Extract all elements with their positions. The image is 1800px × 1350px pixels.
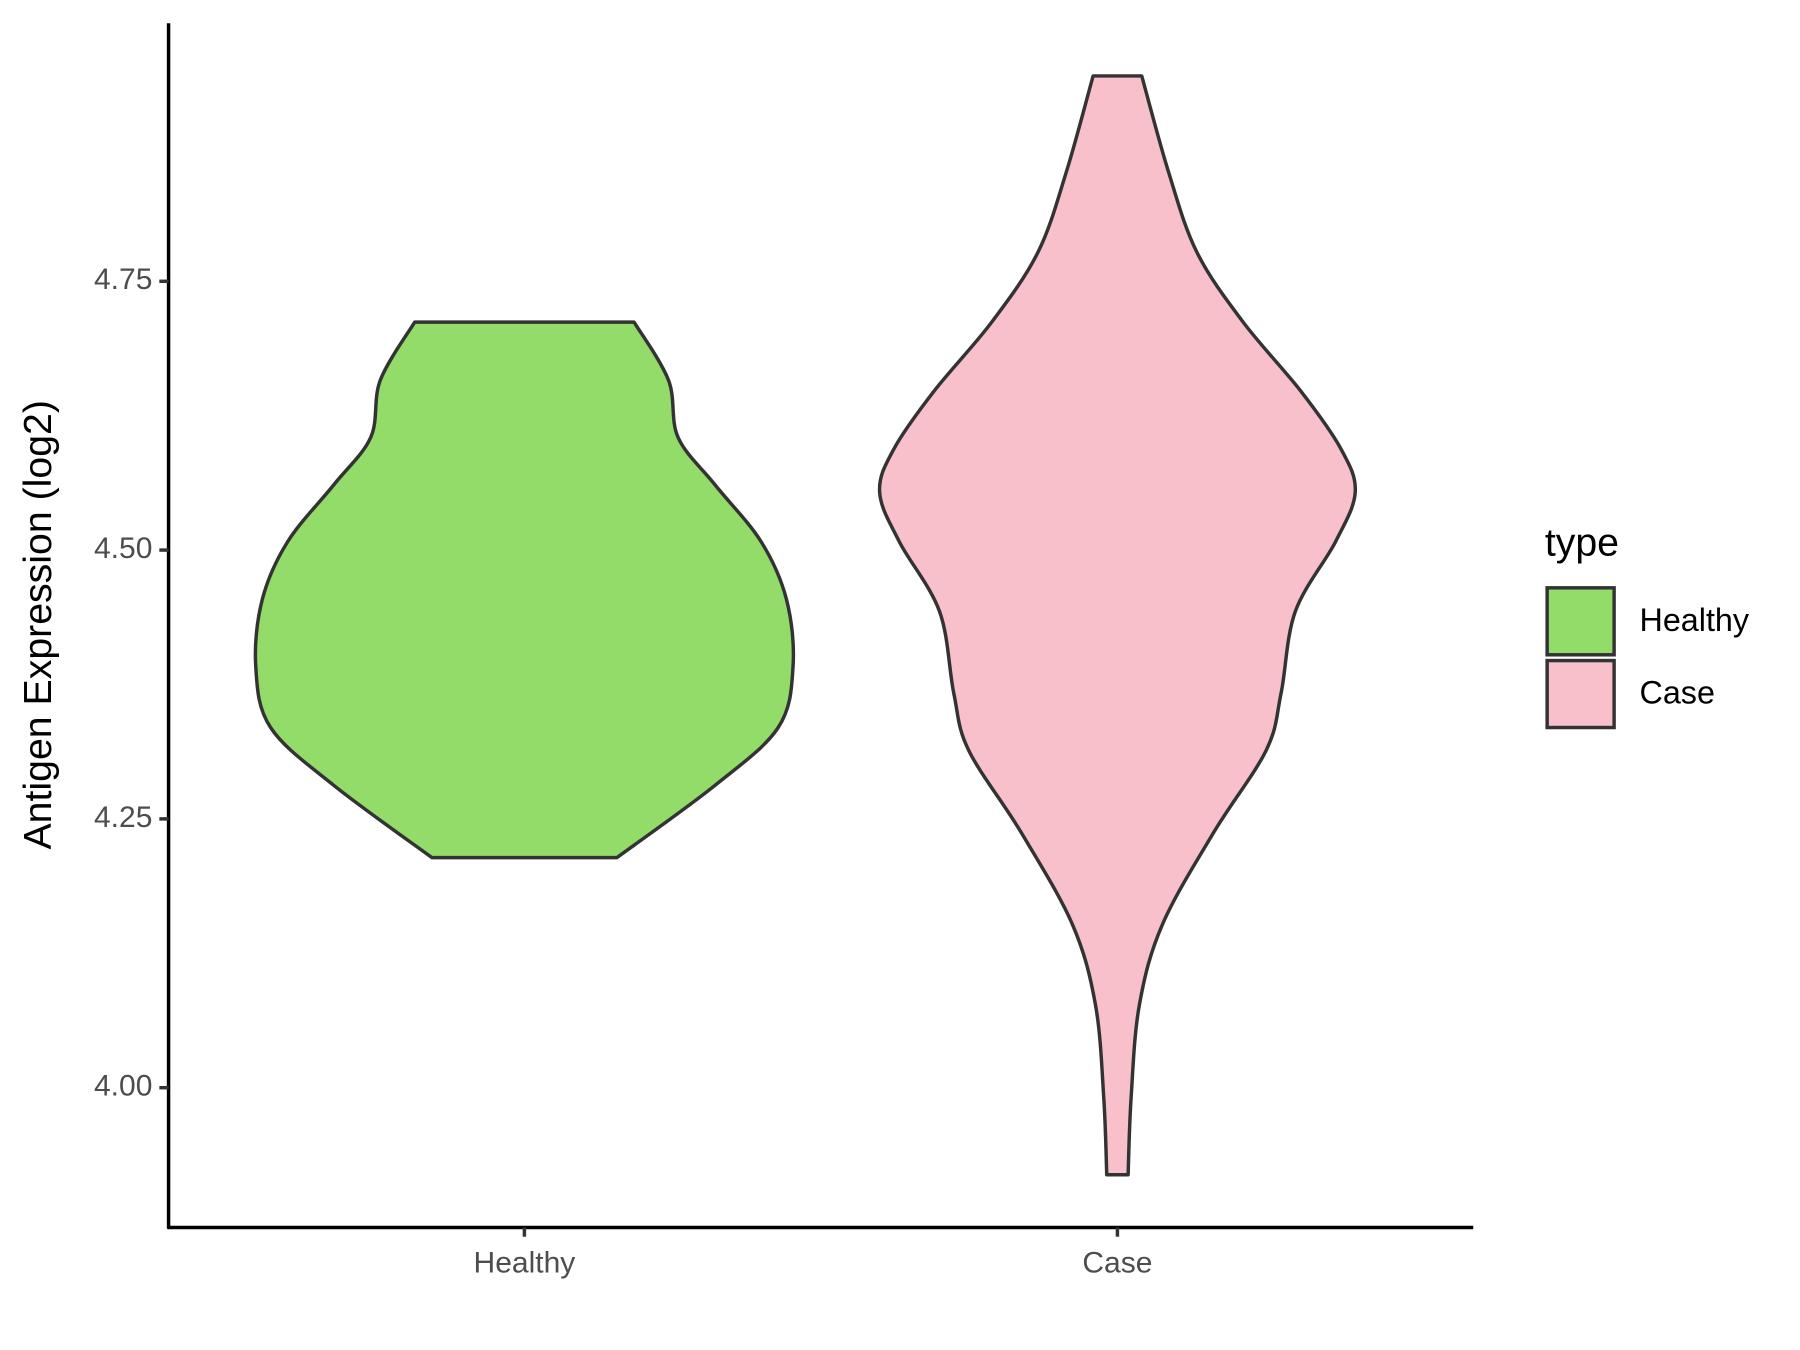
- violin: [253, 320, 796, 860]
- legend-label: Healthy: [1640, 602, 1750, 638]
- legend-title: type: [1545, 520, 1619, 564]
- y-tick-label: 4.50: [94, 532, 152, 565]
- x-tick-label: Case: [1082, 1246, 1152, 1279]
- y-tick-label: 4.00: [94, 1070, 152, 1103]
- y-axis-title: Antigen Expression (log2): [16, 400, 60, 849]
- legend-key: [1545, 658, 1616, 730]
- y-tick-label: 4.75: [94, 263, 152, 296]
- y-tick-label: 4.25: [94, 801, 152, 834]
- violin: [877, 74, 1357, 1177]
- legend-key: [1545, 586, 1616, 657]
- x-tick-label: Healthy: [474, 1246, 576, 1279]
- legend-label: Case: [1640, 675, 1715, 711]
